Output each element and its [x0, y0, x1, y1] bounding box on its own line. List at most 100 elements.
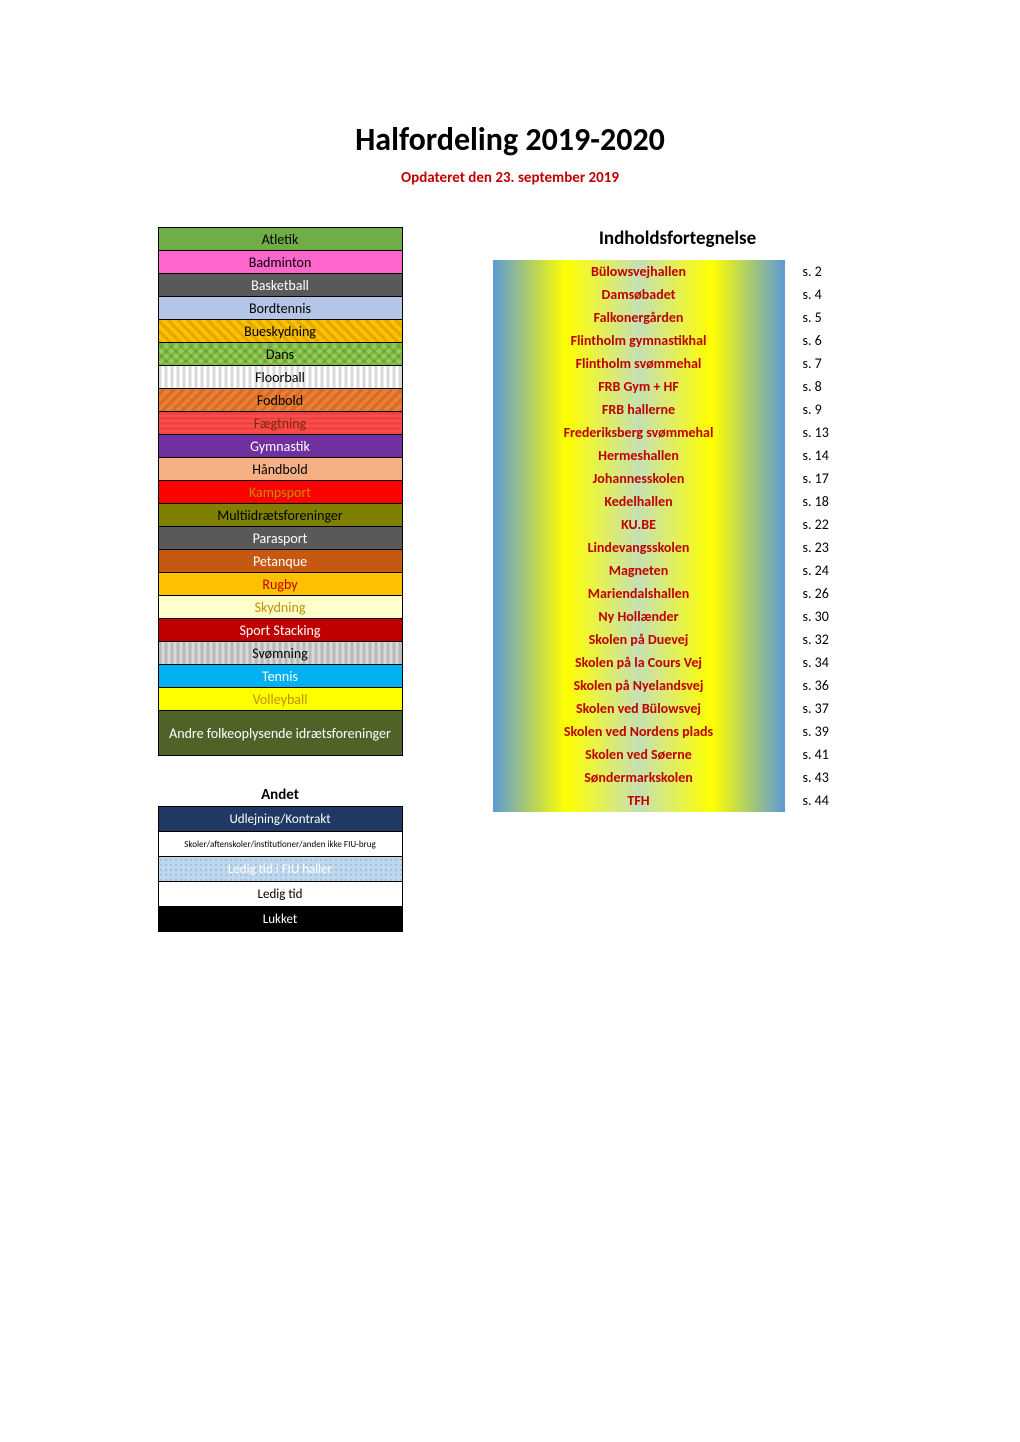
sports-legend-cell: Andre folkeoplysende idrætsforeninger: [158, 711, 402, 756]
toc-row: Frederiksberg svømmehal s. 13: [493, 421, 863, 444]
toc-list: Bülowsvejhallen s. 2 Damsøbadet s. 4 Falkone…: [493, 260, 863, 812]
sports-legend-table: AtletikBadmintonBasketballBordtennisBues…: [158, 227, 403, 756]
toc-row: Skolen på Duevej s. 32: [493, 628, 863, 651]
page-title: Halfordeling 2019-2020: [60, 120, 960, 159]
toc-row: Magneten s. 24: [493, 559, 863, 582]
sports-legend-cell: Håndbold: [158, 458, 402, 481]
toc-location: Skolen på la Cours Vej: [493, 651, 785, 674]
toc-row: Damsøbadet s. 4: [493, 283, 863, 306]
toc-row: Skolen på Nyelandsvej s. 36: [493, 674, 863, 697]
sports-legend-cell: Tennis: [158, 665, 402, 688]
toc-page: s. 37: [803, 700, 863, 717]
toc-page: s. 6: [803, 332, 863, 349]
toc-location: KU.BE: [493, 513, 785, 536]
toc-location: Ny Hollænder: [493, 605, 785, 628]
andet-legend-cell: Udlejning/Kontrakt: [158, 807, 402, 832]
toc-page: s. 43: [803, 769, 863, 786]
toc-row: TFHs. 44: [493, 789, 863, 812]
sports-legend-cell: Parasport: [158, 527, 402, 550]
toc-location: Skolen ved Nordens plads: [493, 720, 785, 743]
toc-location: Skolen ved Søerne: [493, 743, 785, 766]
sports-legend-cell: Dans: [158, 343, 402, 366]
toc-row: Flintholm svømmehal s. 7: [493, 352, 863, 375]
toc-row: Falkonergården s. 5: [493, 306, 863, 329]
sports-legend-cell: Multiidrætsforeninger: [158, 504, 402, 527]
sports-legend-cell: Floorball: [158, 366, 402, 389]
toc-location: Bülowsvejhallen: [493, 260, 785, 283]
toc-location: Skolen ved Bülowsvej: [493, 697, 785, 720]
sports-legend-cell: Bordtennis: [158, 297, 402, 320]
toc-row: Skolen på la Cours Vej s. 34: [493, 651, 863, 674]
toc-page: s. 22: [803, 516, 863, 533]
sports-legend-cell: Fodbold: [158, 389, 402, 412]
toc-row: KU.BE s. 22: [493, 513, 863, 536]
toc-location: Frederiksberg svømmehal: [493, 421, 785, 444]
toc-row: FRB hallerne s. 9: [493, 398, 863, 421]
toc-page: s. 34: [803, 654, 863, 671]
toc-location: Hermeshallen: [493, 444, 785, 467]
toc-page: s. 32: [803, 631, 863, 648]
toc-page: s. 36: [803, 677, 863, 694]
sports-legend-cell: Rugby: [158, 573, 402, 596]
sports-legend-cell: Kampsport: [158, 481, 402, 504]
toc-location: Falkonergården: [493, 306, 785, 329]
sports-legend-cell: Sport Stacking: [158, 619, 402, 642]
toc-page: s. 18: [803, 493, 863, 510]
toc-location: TFH: [493, 789, 785, 812]
toc-page: s. 7: [803, 355, 863, 372]
toc-location: Flintholm gymnastikhal: [493, 329, 785, 352]
toc-page: s. 2: [803, 263, 863, 280]
toc-location: Mariendalshallen: [493, 582, 785, 605]
toc-page: s. 17: [803, 470, 863, 487]
toc-row: Søndermarkskolen s. 43: [493, 766, 863, 789]
andet-legend-cell: Skoler/aftenskoler/institutioner/anden i…: [158, 832, 402, 857]
toc-location: Johannesskolen: [493, 467, 785, 490]
sports-legend-cell: Bueskydning: [158, 320, 402, 343]
andet-legend-table: Udlejning/KontraktSkoler/aftenskoler/ins…: [158, 806, 403, 932]
toc-row: Skolen ved Nordens plads s. 39: [493, 720, 863, 743]
sports-legend-cell: Basketball: [158, 274, 402, 297]
sports-legend-cell: Badminton: [158, 251, 402, 274]
toc-location: Skolen på Duevej: [493, 628, 785, 651]
subtitle: Opdateret den 23. september 2019: [60, 169, 960, 187]
sports-legend-cell: Gymnastik: [158, 435, 402, 458]
toc-page: s. 13: [803, 424, 863, 441]
sports-legend-cell: Atletik: [158, 228, 402, 251]
toc-page: s. 24: [803, 562, 863, 579]
toc-row: FRB Gym + HF s. 8: [493, 375, 863, 398]
toc-page: s. 41: [803, 746, 863, 763]
toc-page: s. 39: [803, 723, 863, 740]
toc-page: s. 9: [803, 401, 863, 418]
andet-legend-cell: Ledig tid: [158, 882, 402, 907]
toc-page: s. 5: [803, 309, 863, 326]
toc-row: Hermeshallen s. 14: [493, 444, 863, 467]
sports-legend-cell: Skydning: [158, 596, 402, 619]
toc-location: Flintholm svømmehal: [493, 352, 785, 375]
toc-location: Lindevangsskolen: [493, 536, 785, 559]
toc-location: Skolen på Nyelandsvej: [493, 674, 785, 697]
toc-page: s. 8: [803, 378, 863, 395]
sports-legend-cell: Volleyball: [158, 688, 402, 711]
toc-row: Flintholm gymnastikhal s. 6: [493, 329, 863, 352]
toc-location: Magneten: [493, 559, 785, 582]
toc-location: Damsøbadet: [493, 283, 785, 306]
toc-page: s. 30: [803, 608, 863, 625]
toc-row: Skolen ved Bülowsvej s. 37: [493, 697, 863, 720]
sports-legend-cell: Petanque: [158, 550, 402, 573]
sports-legend-cell: Svømning: [158, 642, 402, 665]
toc-row: Mariendalshallen s. 26: [493, 582, 863, 605]
toc-row: Bülowsvejhallen s. 2: [493, 260, 863, 283]
toc-heading: Indholdsfortegnelse: [493, 227, 863, 250]
toc-page: s. 4: [803, 286, 863, 303]
toc-row: Kedelhallens. 18: [493, 490, 863, 513]
toc-location: FRB hallerne: [493, 398, 785, 421]
toc-location: Søndermarkskolen: [493, 766, 785, 789]
toc-page: s. 14: [803, 447, 863, 464]
andet-heading: Andet: [158, 786, 403, 804]
andet-legend-cell: Ledig tid i FIU haller: [158, 857, 402, 882]
toc-location: FRB Gym + HF: [493, 375, 785, 398]
toc-row: Ny Hollænder s. 30: [493, 605, 863, 628]
andet-legend-cell: Lukket: [158, 907, 402, 932]
toc-page: s. 26: [803, 585, 863, 602]
sports-legend-cell: Fægtning: [158, 412, 402, 435]
